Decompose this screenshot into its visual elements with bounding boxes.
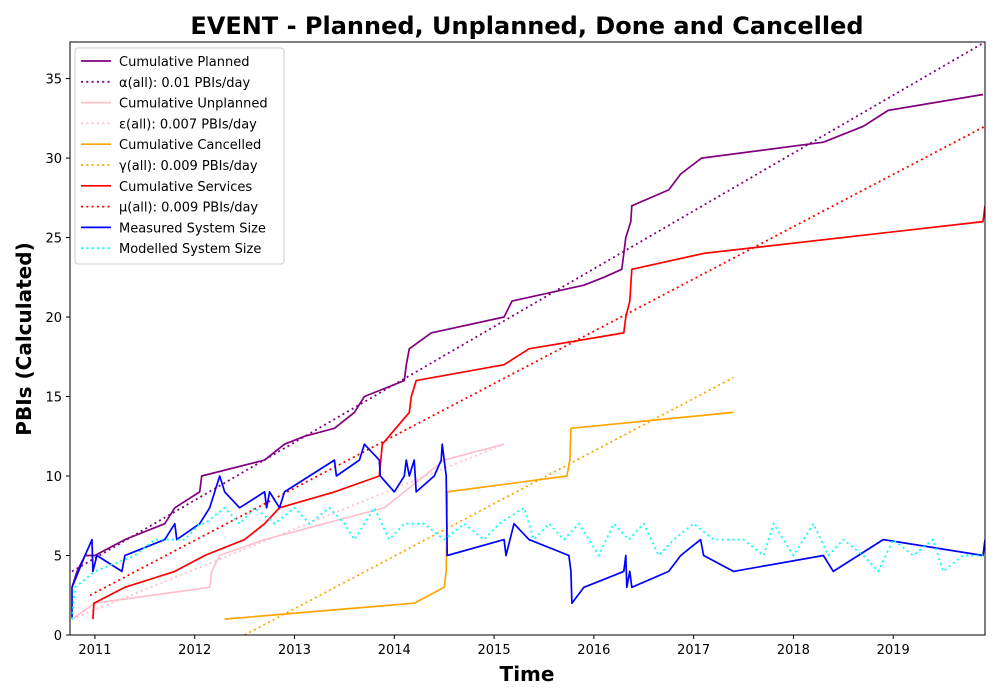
x-tick-label: 2016 [577, 643, 610, 658]
series-line-1 [71, 42, 985, 573]
x-tick-label: 2013 [278, 643, 311, 658]
legend-label: Modelled System Size [119, 242, 261, 257]
x-tick-label: 2012 [178, 643, 211, 658]
series-line-5 [244, 376, 734, 635]
x-tick-label: 2015 [478, 643, 511, 658]
y-ticks: 0 5 10 15 20 25 30 35 [45, 73, 70, 644]
series-line-7 [89, 125, 985, 597]
series-line-6 [92, 205, 985, 620]
x-tick-label: 2011 [78, 643, 111, 658]
x-ticks: 2011 2012 2013 2014 2015 2016 2017 2018 2019 [78, 635, 910, 658]
y-tick-label: 25 [45, 232, 62, 247]
y-tick-label: 35 [45, 73, 62, 88]
series-line-0 [71, 93, 984, 588]
legend-label: ε(all): 0.007 PBIs/day [119, 117, 257, 132]
y-tick-label: 15 [45, 391, 62, 406]
x-tick-label: 2019 [877, 643, 910, 658]
legend-label: Cumulative Cancelled [119, 138, 261, 153]
y-tick-label: 5 [54, 550, 62, 565]
series-line-8 [71, 443, 985, 620]
y-tick-label: 30 [45, 152, 62, 167]
y-axis-label: PBIs (Calculated) [12, 242, 36, 435]
y-tick-label: 20 [45, 311, 62, 326]
chart-title: EVENT - Planned, Unplanned, Done and Can… [190, 12, 863, 40]
legend-label: γ(all): 0.009 PBIs/day [119, 159, 258, 174]
legend-label: Cumulative Planned [119, 55, 249, 70]
series-line-3 [71, 443, 505, 620]
legend-label: α(all): 0.01 PBIs/day [119, 76, 250, 91]
legend-label: μ(all): 0.009 PBIs/day [119, 201, 258, 216]
plot-lines [71, 42, 985, 635]
y-tick-label: 0 [54, 629, 62, 644]
x-tick-label: 2018 [777, 643, 810, 658]
legend-label: Measured System Size [119, 221, 266, 236]
y-tick-label: 10 [45, 470, 62, 485]
series-line-2 [71, 443, 505, 620]
legend-label: Cumulative Unplanned [119, 97, 268, 112]
series-line-9 [71, 506, 983, 620]
legend: Cumulative Planned α(all): 0.01 PBIs/day C… [74, 47, 285, 265]
x-tick-label: 2014 [378, 643, 411, 658]
x-tick-label: 2017 [677, 643, 710, 658]
x-axis-label: Time [500, 662, 555, 686]
legend-box [74, 47, 285, 265]
plot-frame [69, 41, 986, 636]
legend-label: Cumulative Services [119, 180, 252, 195]
